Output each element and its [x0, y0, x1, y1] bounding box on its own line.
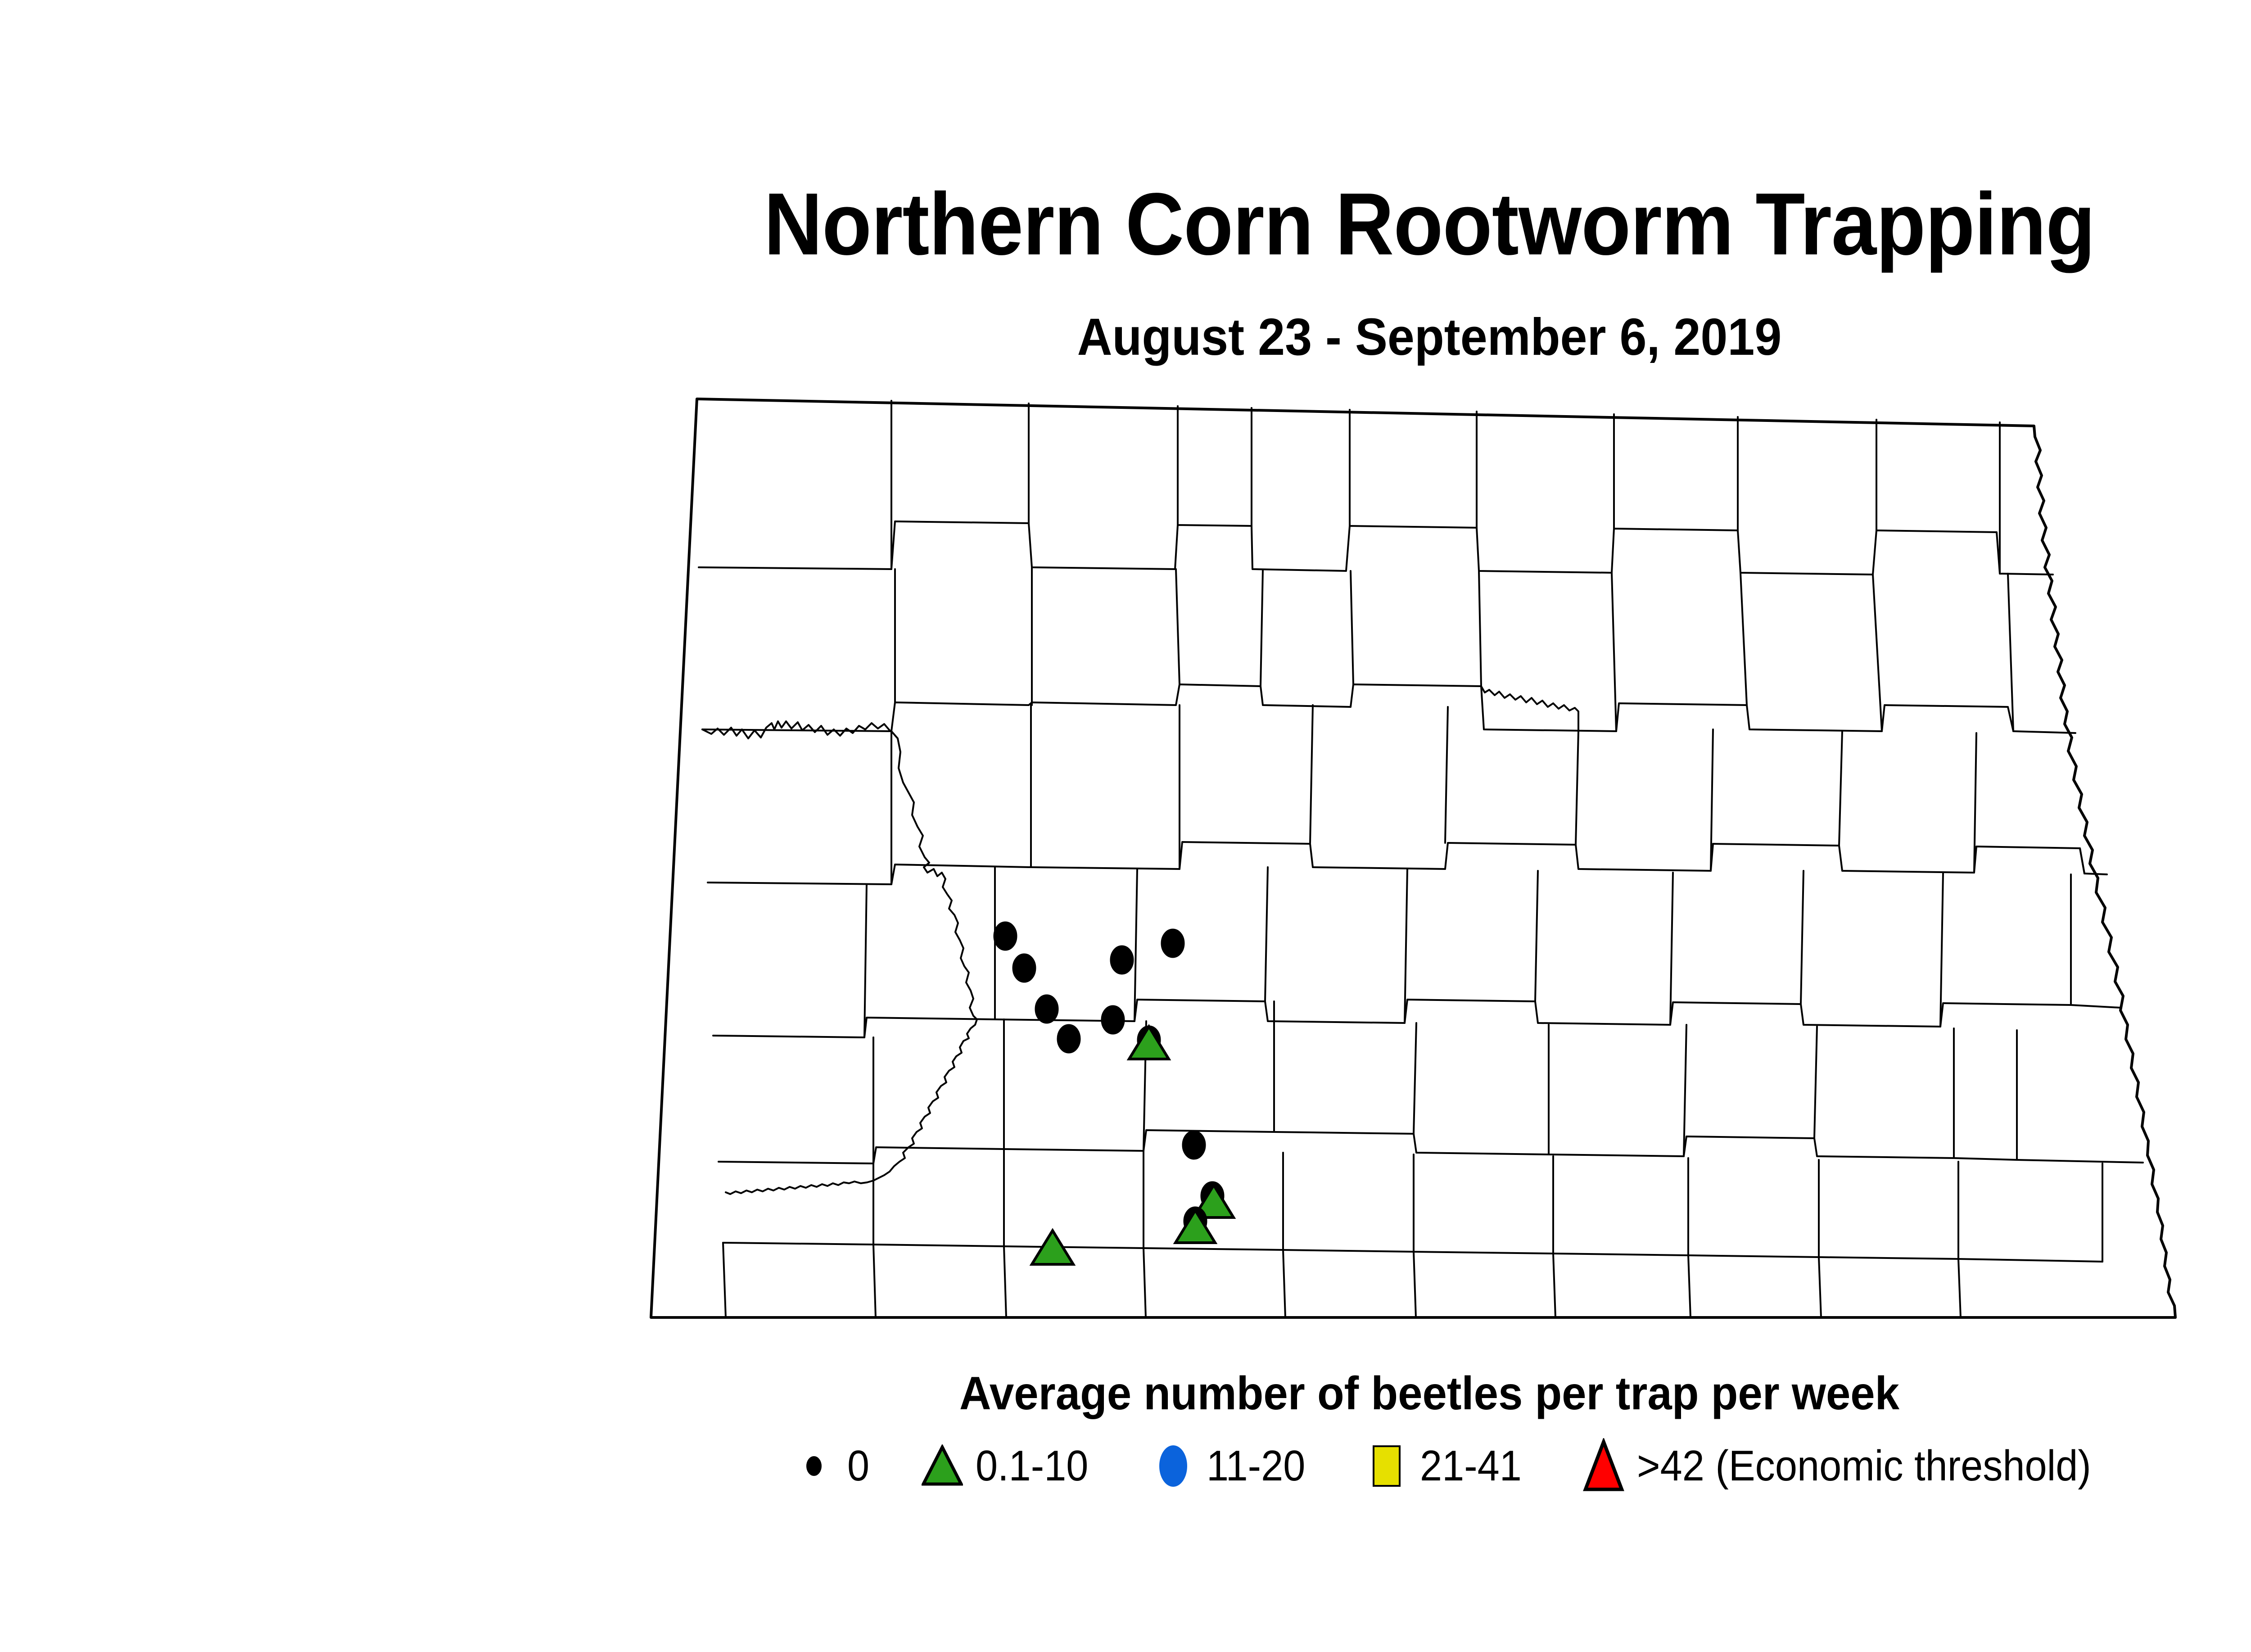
county-line: [1813, 1026, 1818, 1139]
legend-label-zero: 0: [847, 1442, 870, 1490]
page-subtitle: August 23 - September 6, 2019: [1077, 308, 1782, 366]
county-line: [1872, 574, 1883, 732]
data-point-circle[interactable]: [1110, 945, 1134, 975]
county-boundaries: [698, 400, 2144, 1318]
county-line: [872, 1244, 877, 1318]
county-line: [698, 566, 892, 570]
county-line: [1800, 870, 1804, 1005]
county-line: [1260, 569, 1264, 687]
legend-label-threshold: >42 (Economic threshold): [1636, 1442, 2091, 1490]
page-title: Northern Corn Rootworm Trapping: [764, 175, 2096, 273]
county-line: [863, 883, 868, 1038]
data-point-circle[interactable]: [1057, 1024, 1081, 1054]
data-point-circle[interactable]: [1101, 1005, 1125, 1035]
county-line: [2079, 847, 2085, 874]
legend-item-high[interactable]: 21-41: [1365, 1435, 1531, 1498]
missouri-river-boundary: [725, 730, 978, 1195]
county-line: [1669, 872, 1674, 1026]
blue-ellipse-icon: [1152, 1445, 1195, 1487]
county-line: [1957, 1258, 1962, 1318]
legend-label-mid: 11-20: [1206, 1442, 1305, 1490]
triangle-glyph: [1582, 1438, 1624, 1491]
county-line: [1740, 572, 1748, 706]
county-line: [1710, 729, 1714, 872]
legend-label-high: 21-41: [1420, 1442, 1522, 1490]
legend-label-low: 0.1-10: [976, 1442, 1089, 1490]
red-triangle-icon: [1582, 1438, 1625, 1494]
devils-lake-boundary: [1480, 685, 1579, 732]
legend-item-low[interactable]: 0.1-10: [921, 1435, 1098, 1498]
legend-item-mid[interactable]: 11-20: [1152, 1435, 1314, 1498]
county-line: [1404, 868, 1408, 1024]
legend-item-zero[interactable]: 0: [792, 1435, 871, 1498]
county-line: [722, 1242, 727, 1318]
county-line: [712, 999, 2121, 1038]
county-line: [1444, 706, 1449, 844]
county-line: [1973, 732, 1977, 874]
county-line: [718, 1129, 2144, 1164]
data-point-circle[interactable]: [1161, 928, 1185, 958]
county-line: [1134, 868, 1138, 1022]
county-line: [1818, 1256, 1822, 1318]
data-point-triangle[interactable]: [1029, 1228, 1076, 1266]
data-point-triangle[interactable]: [1191, 1182, 1236, 1219]
data-point-circle[interactable]: [1012, 953, 1036, 983]
county-line: [1575, 730, 1579, 846]
data-point-triangle[interactable]: [1126, 1024, 1171, 1060]
county-line: [701, 683, 2076, 734]
data-point-circle[interactable]: [1182, 1130, 1206, 1160]
county-line: [1413, 1022, 1417, 1135]
county-line: [1611, 572, 1617, 732]
county-line: [1264, 866, 1269, 1002]
county-line: [1143, 1247, 1147, 1318]
county-line: [1552, 1253, 1556, 1318]
north-dakota-map: [621, 387, 2206, 1346]
lake-sakakawea-boundary: [701, 720, 892, 739]
county-line: [1175, 568, 1180, 685]
county-line: [1534, 870, 1539, 1002]
county-line: [1478, 570, 1482, 687]
county-line: [1309, 704, 1314, 845]
county-line: [1413, 1251, 1417, 1318]
map-svg: [650, 398, 2177, 1319]
green-triangle-icon: [921, 1444, 964, 1488]
yellow-square-icon: [1365, 1445, 1408, 1487]
county-line: [1350, 570, 1354, 685]
data-point-circle[interactable]: [993, 921, 1017, 951]
triangle-glyph: [922, 1444, 963, 1486]
county-line: [1687, 1254, 1691, 1318]
county-line: [1838, 730, 1843, 846]
county-line: [1282, 1249, 1286, 1318]
county-line: [1939, 873, 1944, 1027]
legend-item-threshold[interactable]: >42 (Economic threshold): [1582, 1435, 2131, 1498]
legend-title: Average number of beetles per trap per w…: [959, 1367, 1900, 1420]
data-point-triangle[interactable]: [1173, 1208, 1218, 1244]
data-points-group: [993, 921, 1236, 1266]
county-line: [1683, 1024, 1687, 1157]
legend: 0 0.1-10 11-20 21-41: [792, 1435, 2130, 1498]
county-line: [1003, 1245, 1007, 1318]
data-point-circle[interactable]: [1035, 994, 1059, 1024]
county-line: [2007, 573, 2014, 732]
circle-icon: [792, 1456, 836, 1476]
